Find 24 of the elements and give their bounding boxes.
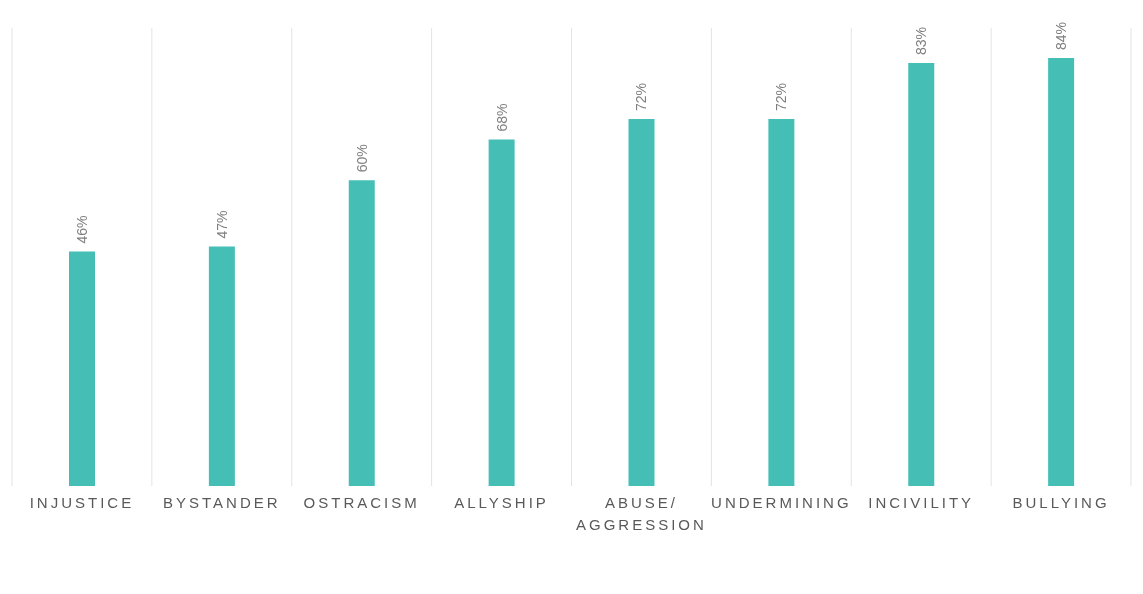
data-label: 84%	[1053, 21, 1070, 50]
bar	[1048, 57, 1075, 486]
bar	[908, 63, 935, 486]
bar	[348, 180, 375, 486]
data-label: 72%	[633, 83, 650, 112]
x-tick-label: BYSTANDER	[163, 494, 281, 511]
bar	[69, 251, 95, 486]
bar	[628, 119, 655, 486]
x-tick-label: BULLYING	[1012, 494, 1110, 511]
x-tick-label: OSTRACISM	[303, 494, 420, 511]
x-tick-label: ABUSE/ AGGRESSION	[576, 494, 707, 533]
bar	[768, 119, 795, 486]
data-label: 46%	[74, 215, 90, 244]
x-tick-label: ALLYSHIP	[454, 494, 549, 511]
x-tick-label: INJUSTICE	[29, 494, 135, 511]
data-label: 72%	[773, 83, 790, 112]
data-label: 47%	[213, 210, 230, 239]
data-label: 60%	[353, 144, 370, 173]
data-label: 68%	[493, 103, 510, 132]
x-tick-label: INCIVILITY	[868, 494, 975, 511]
data-label: 83%	[913, 27, 930, 56]
bar	[488, 139, 515, 486]
x-tick-label: UNDERMINING	[711, 494, 852, 511]
bar	[208, 246, 235, 486]
